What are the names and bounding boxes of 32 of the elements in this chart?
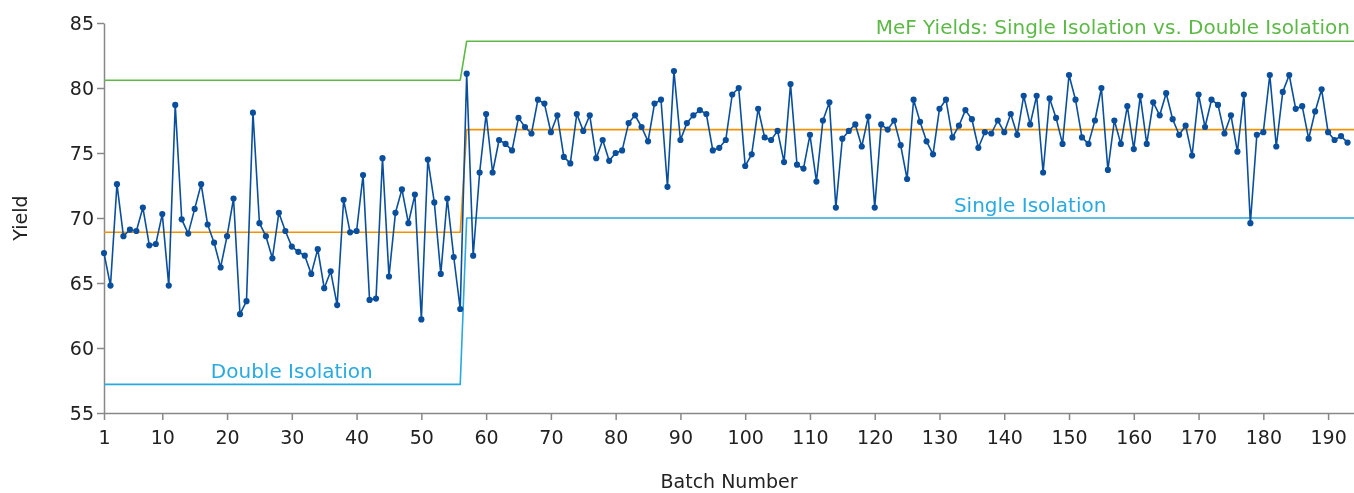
x-tick-label: 60 <box>474 425 499 448</box>
x-tick-label: 1 <box>98 425 111 448</box>
x-tick-label: 30 <box>280 425 305 448</box>
x-axis-title: Batch Number <box>660 470 798 492</box>
x-tick-label: 80 <box>604 425 629 448</box>
x-tick-label: 20 <box>215 425 240 448</box>
y-tick-label: 60 <box>69 336 94 359</box>
x-tick-label: 170 <box>1180 425 1218 448</box>
y-axis-title: Yield <box>9 195 31 242</box>
x-tick-label: 150 <box>1051 425 1088 448</box>
x-tick-label: 90 <box>668 425 694 448</box>
chart-title: MeF Yields: Single Isolation vs. Double Isolation <box>875 15 1350 39</box>
x-tick-label: 110 <box>792 425 829 448</box>
x-tick-label: 10 <box>150 425 175 448</box>
x-tick-label: 130 <box>921 425 959 448</box>
x-tick-label: 70 <box>539 425 564 448</box>
y-tick-label: 75 <box>69 141 94 164</box>
x-tick-label: 160 <box>1116 425 1153 448</box>
x-tick-label: 140 <box>986 425 1023 448</box>
x-tick-label: 100 <box>727 425 764 448</box>
annotation: Double Isolation <box>210 359 373 384</box>
x-tick-label: 50 <box>409 425 434 448</box>
y-tick-label: 80 <box>69 76 94 99</box>
y-tick-label: 70 <box>69 206 94 229</box>
y-tick-label: 85 <box>69 11 94 34</box>
y-tick-label: 65 <box>69 271 94 294</box>
x-tick-label: 120 <box>857 425 894 448</box>
x-tick-label: 40 <box>345 425 370 448</box>
y-tick-label: 55 <box>69 401 94 424</box>
x-tick-label: 180 <box>1245 425 1282 448</box>
annotation: Single Isolation <box>953 193 1107 217</box>
x-tick-label: 190 <box>1310 425 1347 448</box>
